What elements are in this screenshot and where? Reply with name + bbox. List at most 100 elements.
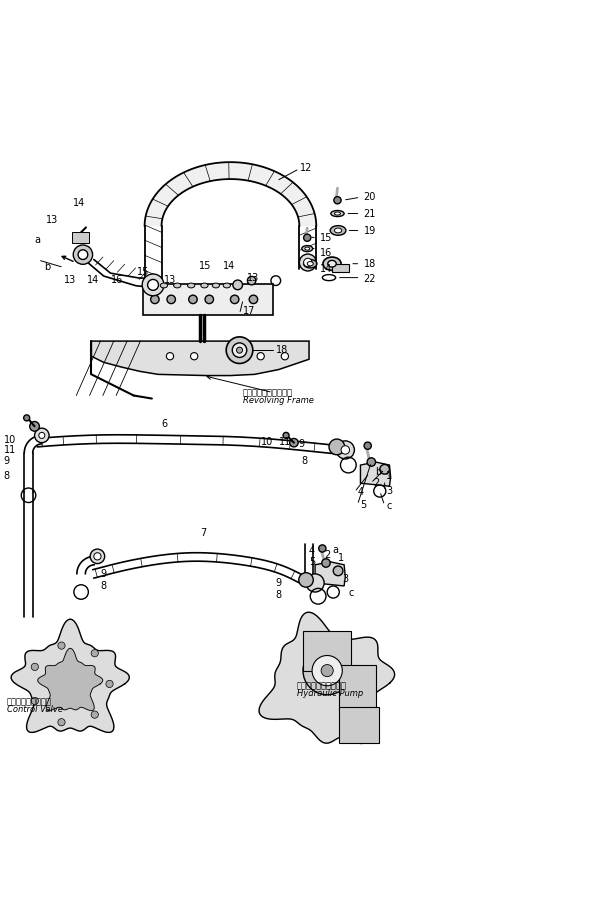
Circle shape bbox=[299, 254, 316, 271]
Text: 15: 15 bbox=[320, 233, 332, 243]
Text: 1: 1 bbox=[387, 471, 393, 481]
Text: b: b bbox=[376, 467, 382, 477]
Text: 16: 16 bbox=[320, 249, 332, 259]
Ellipse shape bbox=[187, 283, 195, 288]
Circle shape bbox=[299, 573, 313, 588]
Text: 5: 5 bbox=[309, 557, 315, 566]
Circle shape bbox=[73, 245, 93, 264]
Ellipse shape bbox=[307, 262, 313, 266]
Text: 22: 22 bbox=[364, 274, 376, 284]
Ellipse shape bbox=[223, 283, 230, 288]
Circle shape bbox=[290, 439, 298, 447]
Circle shape bbox=[322, 559, 330, 567]
Text: Revolving Frame: Revolving Frame bbox=[242, 396, 313, 405]
Circle shape bbox=[167, 353, 173, 360]
Ellipse shape bbox=[304, 260, 317, 268]
Circle shape bbox=[190, 353, 198, 360]
Circle shape bbox=[58, 719, 65, 726]
Circle shape bbox=[367, 458, 376, 466]
Circle shape bbox=[304, 258, 312, 267]
Ellipse shape bbox=[302, 246, 313, 252]
Circle shape bbox=[30, 421, 39, 431]
Text: 9: 9 bbox=[4, 456, 10, 466]
Circle shape bbox=[106, 680, 113, 688]
Ellipse shape bbox=[335, 212, 341, 215]
Circle shape bbox=[329, 439, 345, 454]
Text: 8: 8 bbox=[301, 456, 307, 465]
Text: 8: 8 bbox=[101, 581, 107, 591]
Circle shape bbox=[321, 665, 333, 677]
Text: 20: 20 bbox=[364, 192, 376, 202]
Ellipse shape bbox=[212, 283, 219, 288]
Bar bbox=[143, 284, 273, 315]
Text: 15: 15 bbox=[137, 266, 149, 276]
Circle shape bbox=[249, 296, 258, 304]
Circle shape bbox=[94, 553, 101, 560]
Circle shape bbox=[91, 650, 98, 656]
Text: 3: 3 bbox=[342, 574, 348, 584]
Circle shape bbox=[281, 353, 288, 360]
Text: a: a bbox=[332, 544, 338, 554]
Ellipse shape bbox=[201, 283, 208, 288]
Circle shape bbox=[380, 465, 390, 474]
Circle shape bbox=[142, 274, 164, 296]
Bar bbox=[339, 665, 376, 713]
Polygon shape bbox=[361, 462, 391, 487]
Text: 13: 13 bbox=[46, 215, 58, 225]
Text: 15: 15 bbox=[199, 261, 211, 271]
Bar bbox=[332, 264, 349, 272]
Text: 11: 11 bbox=[279, 437, 291, 447]
Polygon shape bbox=[92, 341, 309, 375]
Circle shape bbox=[333, 566, 343, 576]
Circle shape bbox=[341, 446, 350, 454]
Bar bbox=[339, 707, 379, 744]
Text: 9: 9 bbox=[101, 569, 107, 579]
Text: 18: 18 bbox=[276, 345, 288, 355]
Text: 14: 14 bbox=[223, 261, 236, 271]
Circle shape bbox=[91, 711, 98, 718]
Text: 17: 17 bbox=[242, 307, 255, 317]
Text: 13: 13 bbox=[247, 273, 259, 283]
Text: 16: 16 bbox=[112, 275, 124, 285]
Bar bbox=[303, 632, 351, 671]
Text: 12: 12 bbox=[300, 162, 312, 173]
Text: 8: 8 bbox=[276, 590, 282, 600]
Circle shape bbox=[303, 646, 351, 695]
Text: ハイドロリックポンプ: ハイドロリックポンプ bbox=[297, 681, 347, 690]
Text: 9: 9 bbox=[298, 440, 304, 450]
Text: 18: 18 bbox=[364, 259, 376, 269]
Ellipse shape bbox=[328, 261, 336, 267]
Ellipse shape bbox=[173, 283, 181, 288]
Polygon shape bbox=[11, 620, 129, 733]
Circle shape bbox=[24, 415, 30, 421]
Text: 4: 4 bbox=[309, 546, 315, 556]
Text: a: a bbox=[34, 235, 40, 245]
Polygon shape bbox=[38, 648, 102, 711]
Polygon shape bbox=[315, 562, 345, 586]
Circle shape bbox=[151, 296, 159, 304]
Text: Control Valve: Control Valve bbox=[7, 705, 63, 714]
Text: b: b bbox=[44, 262, 50, 272]
Circle shape bbox=[306, 574, 324, 592]
Text: c: c bbox=[387, 500, 392, 510]
Circle shape bbox=[148, 279, 159, 290]
Text: 2: 2 bbox=[373, 478, 379, 488]
Circle shape bbox=[283, 432, 289, 439]
Circle shape bbox=[35, 428, 49, 442]
Circle shape bbox=[236, 347, 242, 353]
Text: 1: 1 bbox=[338, 554, 344, 563]
Text: 7: 7 bbox=[200, 528, 207, 538]
Ellipse shape bbox=[330, 226, 346, 235]
Text: 14: 14 bbox=[320, 263, 332, 274]
Circle shape bbox=[167, 296, 175, 304]
Text: 13: 13 bbox=[64, 275, 76, 285]
Circle shape bbox=[319, 545, 326, 552]
Text: 9: 9 bbox=[276, 578, 282, 588]
Text: Hydraulic Pump: Hydraulic Pump bbox=[297, 689, 363, 698]
Text: 13: 13 bbox=[164, 275, 176, 285]
Text: 10: 10 bbox=[4, 434, 16, 444]
Circle shape bbox=[334, 196, 341, 204]
Circle shape bbox=[205, 296, 213, 304]
Circle shape bbox=[58, 642, 65, 649]
Polygon shape bbox=[145, 162, 316, 226]
